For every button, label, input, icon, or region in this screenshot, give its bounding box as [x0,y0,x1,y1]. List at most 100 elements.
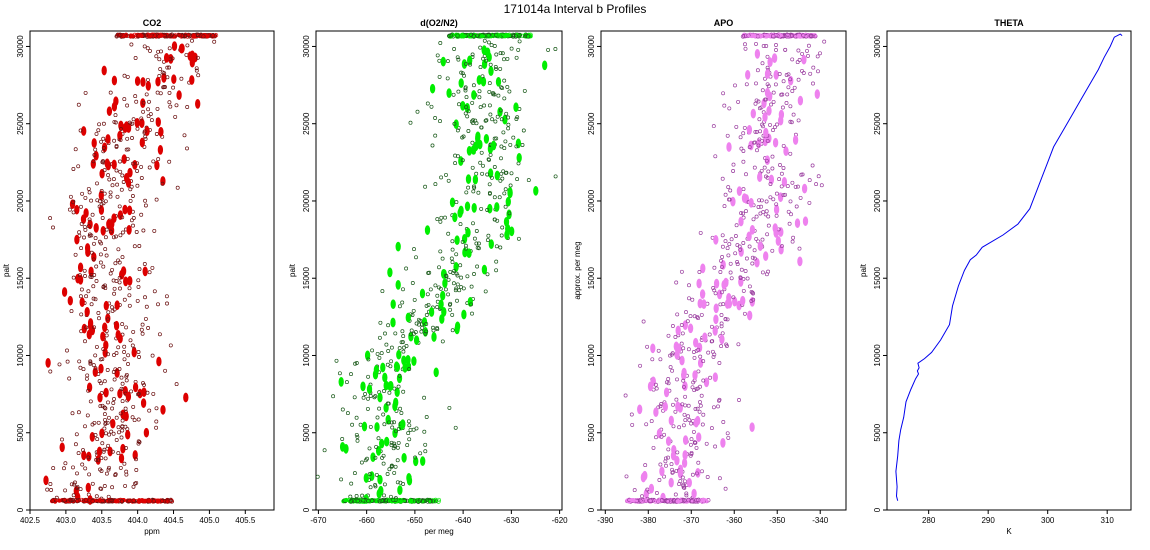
scatter-point [438,219,443,224]
scatter-point [126,362,130,366]
scatter-point [137,267,142,272]
scatter-point [120,173,125,178]
scatter-point [460,239,465,244]
bottom-band-point [147,498,152,503]
scatter-point [788,119,793,124]
scatter-point [103,417,107,422]
scatter-point [465,274,470,279]
scatter-point [455,55,460,60]
scatter-point [682,435,689,445]
scatter-point [683,479,687,484]
scatter-point [686,347,691,352]
scatter-point [179,43,185,54]
scatter-point [791,112,796,117]
bottom-band-point [156,498,161,504]
scatter-point [760,237,765,242]
scatter-point [514,55,519,60]
scatter-point [721,91,726,96]
scatter-point [111,401,116,405]
scatter-point [151,159,156,164]
scatter-point [719,264,724,269]
scatter-point [84,325,89,330]
bottom-band-point [398,499,404,504]
scatter-point [768,174,775,185]
scatter-point [424,322,429,326]
scatter-point [113,261,118,266]
scatter-point [102,405,107,410]
scatter-point [86,289,91,294]
scatter-point [412,247,416,252]
scatter-point [96,311,101,315]
scatter-point [701,378,706,383]
scatter-point [664,463,668,468]
scatter-point [503,139,508,144]
scatter-point [449,197,456,208]
scatter-point [492,165,497,169]
scatter-point [87,190,92,195]
x-tick-label: 280 [922,516,936,525]
top-band-point [448,33,453,38]
scatter-point [370,348,375,353]
scatter-point [77,262,84,273]
scatter-point [450,312,455,317]
bottom-band-point [427,499,433,504]
scatter-point [102,412,107,417]
scatter-point [792,85,797,90]
scatter-point [811,81,815,86]
scatter-point [185,146,189,151]
scatter-point [72,482,77,487]
scatter-point [682,320,688,330]
bottom-band-point [432,499,437,504]
scatter-point [87,472,92,477]
scatter-point [84,243,91,253]
y-tick-label: 5000 [587,423,596,441]
scatter-point [701,299,707,309]
scatter-point [793,184,798,189]
scatter-point [410,313,415,317]
y-tick-label: 10000 [587,344,596,367]
top-band-point [210,33,216,38]
scatter-point [100,357,105,362]
bottom-band-point [351,499,356,504]
scatter-point [87,217,92,222]
top-band-point [143,33,148,38]
scatter-point [681,482,686,487]
theta-profile-line [895,33,1123,501]
scatter-point [103,340,109,351]
scatter-point [45,487,50,492]
scatter-point [117,204,122,209]
scatter-point [668,365,673,370]
bottom-band-point [344,497,349,503]
scatter-point [394,429,399,434]
scatter-point [103,387,109,398]
scatter-point [469,302,474,307]
scatter-point [408,427,413,432]
scatter-point [131,329,136,334]
scatter-point [78,294,83,299]
y-axis-label: palt [2,263,11,277]
scatter-point [454,252,459,257]
scatter-point [446,231,451,236]
scatter-point [666,333,671,338]
bottom-band-point [369,498,375,503]
scatter-point [764,199,769,204]
scatter-point [700,469,704,474]
scatter-point [450,239,455,244]
scatter-point [106,400,110,405]
scatter-point [514,117,519,121]
scatter-point [114,415,119,420]
scatter-point [453,153,458,158]
scatter-point [383,402,389,413]
scatter-point [457,288,462,293]
scatter-point [67,295,73,306]
scatter-point [737,398,741,402]
scatter-point [82,224,87,229]
top-band-point [201,34,206,39]
scatter-point [438,299,444,310]
scatter-point [754,236,759,241]
top-band-point [128,33,133,38]
scatter-point [733,83,737,88]
scatter-point [98,357,103,362]
scatter-point [384,436,390,447]
scatter-point [397,304,402,309]
